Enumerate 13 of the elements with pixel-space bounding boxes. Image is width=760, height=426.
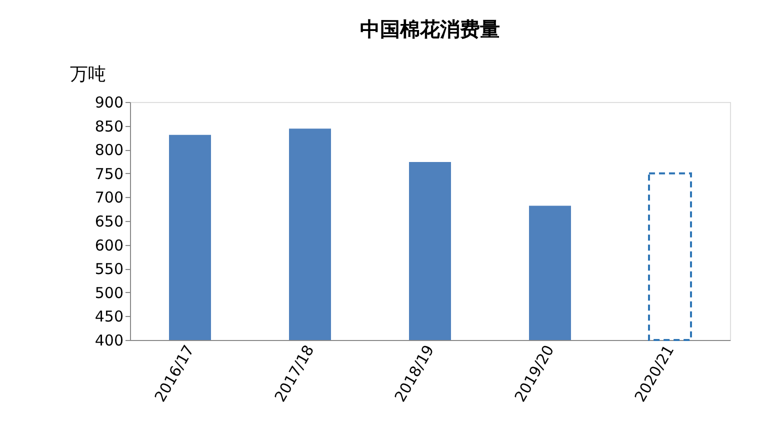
y-tick-label: 650	[94, 212, 124, 230]
y-tick-label: 450	[94, 308, 124, 326]
y-tick-label: 550	[94, 260, 124, 278]
y-tick-label: 400	[94, 332, 124, 350]
y-tick-label: 900	[94, 94, 124, 112]
y-tick-label: 500	[94, 284, 124, 302]
y-axis-title: 万吨	[70, 64, 106, 85]
chart-title: 中国棉花消费量	[360, 17, 500, 41]
y-tick-label: 700	[94, 188, 124, 207]
y-tick-label: 600	[94, 236, 124, 254]
y-tick-label: 750	[94, 164, 124, 183]
y-tick-label: 850	[94, 117, 124, 136]
y-tick-label: 800	[94, 141, 124, 160]
